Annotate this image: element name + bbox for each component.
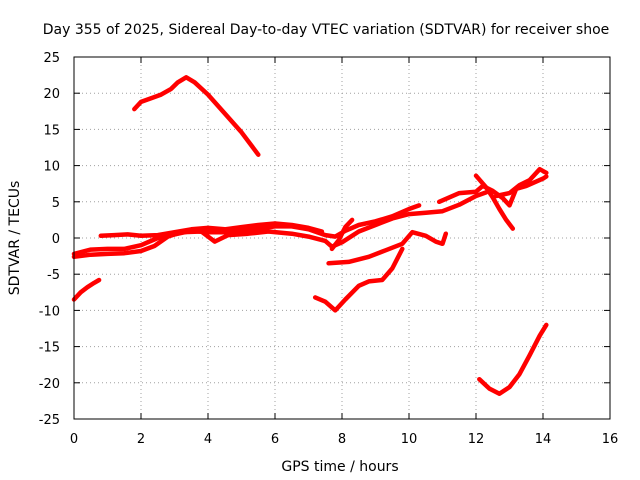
axis-ticks: 0 2 4 6 8 10 12 14 16 25 20 15 10 5 0 -5 -10 -15 -20 -25 [39, 51, 619, 447]
series-line-arc-3 [71, 203, 422, 257]
series-line-arc-8 [312, 246, 405, 313]
series-line-arc-2 [132, 75, 261, 157]
y-axis-label: SDTVAR / TECUs [7, 181, 23, 296]
y-tick-label: 25 [43, 51, 60, 66]
series-line-arc-10 [473, 173, 516, 231]
x-axis-label: GPS time / hours [281, 459, 398, 475]
x-tick-label: 2 [137, 432, 145, 447]
y-tick-label: -20 [39, 377, 60, 392]
x-tick-label: 4 [204, 432, 212, 447]
y-tick-label: 0 [52, 232, 60, 247]
y-tick-label: 20 [43, 87, 60, 102]
x-tick-label: 6 [271, 432, 279, 447]
y-tick-label: -15 [39, 341, 60, 356]
series-line-arc-12 [477, 322, 549, 396]
x-tick-label: 0 [70, 432, 78, 447]
series-line-arc-4 [71, 190, 489, 260]
x-tick-label: 8 [338, 432, 346, 447]
x-tick-label: 14 [535, 432, 552, 447]
chart-title: Day 355 of 2025, Sidereal Day-to-day VTE… [43, 22, 610, 38]
y-tick-label: 15 [43, 123, 60, 138]
series-line-arc-9 [436, 174, 549, 208]
series-line-arc-6 [329, 217, 355, 252]
series-line-arc-1 [71, 277, 102, 302]
x-tick-label: 16 [602, 432, 619, 447]
y-tick-label: 10 [43, 160, 60, 175]
y-tick-label: -10 [39, 304, 60, 319]
y-tick-label: -25 [39, 413, 60, 428]
series-group [71, 75, 549, 396]
series-line-arc-5 [98, 221, 325, 239]
y-tick-label: -5 [47, 268, 60, 283]
series-line-arc-7 [326, 229, 449, 266]
series-line-arc-11 [493, 166, 549, 199]
x-tick-label: 12 [468, 432, 485, 447]
y-tick-label: 5 [52, 196, 60, 211]
x-tick-label: 10 [401, 432, 418, 447]
